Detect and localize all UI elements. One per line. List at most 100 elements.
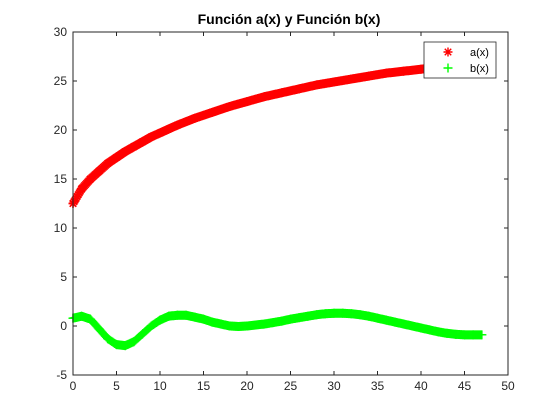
data-point xyxy=(129,337,139,347)
data-point xyxy=(390,317,400,327)
data-point xyxy=(416,64,426,74)
data-point xyxy=(77,184,87,194)
data-point xyxy=(164,311,174,321)
data-point xyxy=(85,174,95,184)
data-point xyxy=(190,312,200,322)
x-tick-label: 15 xyxy=(197,379,211,393)
data-point xyxy=(207,107,217,117)
data-point xyxy=(416,323,426,333)
data-point xyxy=(329,77,339,87)
data-point xyxy=(103,158,113,168)
legend-marker xyxy=(443,47,453,57)
data-point xyxy=(103,334,113,344)
data-point xyxy=(172,310,182,320)
data-point xyxy=(425,325,435,335)
data-point xyxy=(77,311,87,321)
data-point xyxy=(407,321,417,331)
data-point xyxy=(112,340,121,350)
data-point xyxy=(364,311,374,321)
data-point xyxy=(294,313,304,323)
data-point xyxy=(85,314,95,324)
data-point xyxy=(225,101,235,111)
data-point xyxy=(138,329,148,339)
data-point xyxy=(268,318,278,328)
x-tick-label: 45 xyxy=(458,379,472,393)
data-point xyxy=(216,319,226,329)
legend-box xyxy=(423,41,497,79)
x-tick-label: 40 xyxy=(414,379,428,393)
x-tick-label: 5 xyxy=(113,379,120,393)
x-tick-label: 50 xyxy=(501,379,515,393)
legend-label: b(x) xyxy=(470,63,489,75)
data-point xyxy=(451,329,461,339)
legend-label: a(x) xyxy=(470,47,489,59)
y-tick-label: 25 xyxy=(54,74,68,88)
x-tick-label: 30 xyxy=(327,379,341,393)
data-point xyxy=(381,68,391,78)
legend-marker xyxy=(443,63,453,73)
series-1 xyxy=(68,308,487,351)
y-tick-label: 30 xyxy=(54,25,68,39)
data-point xyxy=(346,309,356,319)
data-point xyxy=(94,166,104,176)
data-point xyxy=(181,310,191,320)
data-point xyxy=(460,330,469,340)
data-point xyxy=(442,328,452,338)
y-tick-label: 10 xyxy=(54,221,68,235)
data-point xyxy=(468,330,478,340)
data-point xyxy=(172,120,182,130)
y-tick-label: -5 xyxy=(56,368,67,382)
data-point xyxy=(155,128,165,138)
data-point xyxy=(373,313,382,323)
data-point xyxy=(146,321,156,331)
data-point xyxy=(381,315,391,325)
data-point xyxy=(277,88,287,98)
data-point xyxy=(242,97,252,107)
data-point xyxy=(286,314,295,324)
data-point xyxy=(242,321,252,331)
y-tick-label: 15 xyxy=(54,172,68,186)
data-point xyxy=(120,341,130,351)
data-point xyxy=(129,142,139,152)
data-point xyxy=(320,309,330,319)
data-point xyxy=(233,321,243,331)
data-point xyxy=(399,319,409,329)
data-point xyxy=(146,132,156,142)
data-point xyxy=(259,319,269,329)
y-tick-label: 5 xyxy=(60,270,67,284)
data-point xyxy=(364,71,374,81)
data-point xyxy=(312,310,322,320)
x-tick-label: 25 xyxy=(284,379,298,393)
chart-title: Función a(x) y Función b(x) xyxy=(198,11,381,27)
data-point xyxy=(312,80,322,90)
data-point xyxy=(190,113,200,123)
x-tick-label: 20 xyxy=(240,379,254,393)
y-tick-label: 20 xyxy=(54,123,68,137)
data-point xyxy=(199,314,208,324)
data-point xyxy=(346,74,356,84)
data-point xyxy=(303,311,313,321)
data-point xyxy=(251,320,261,330)
data-point xyxy=(112,152,121,162)
data-point xyxy=(477,330,487,340)
data-point xyxy=(120,147,130,157)
data-point xyxy=(155,315,165,325)
y-tick-label: 0 xyxy=(60,319,67,333)
x-tick-label: 35 xyxy=(371,379,385,393)
data-point xyxy=(399,66,409,76)
data-point xyxy=(94,324,104,334)
data-point xyxy=(433,327,443,337)
data-point xyxy=(277,316,287,326)
data-point xyxy=(355,310,365,320)
data-point xyxy=(225,321,235,331)
data-point xyxy=(259,92,269,102)
x-tick-label: 0 xyxy=(70,379,77,393)
legend: a(x) b(x) xyxy=(423,41,497,79)
data-point xyxy=(329,308,339,318)
x-tick-label: 10 xyxy=(153,379,167,393)
data-point xyxy=(294,84,304,94)
data-point xyxy=(338,308,348,318)
data-point xyxy=(207,317,217,327)
